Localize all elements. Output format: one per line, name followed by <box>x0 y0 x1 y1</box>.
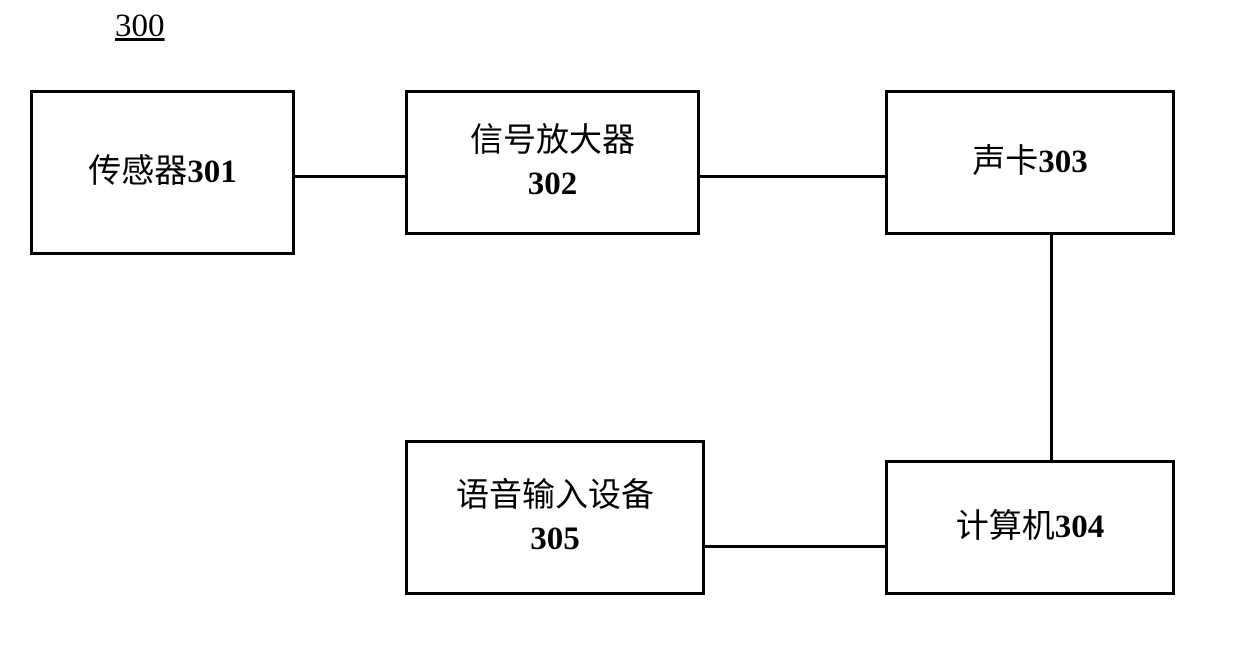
node-text: 传感器 <box>88 154 187 190</box>
edge-soundcard-computer <box>1050 235 1053 460</box>
edge-sensor-amplifier <box>295 175 405 178</box>
node-label-line2: 305 <box>530 518 580 561</box>
node-label: 声卡303 <box>972 141 1088 184</box>
node-number: 304 <box>1055 509 1105 545</box>
node-label: 计算机304 <box>956 506 1105 549</box>
node-sensor: 传感器301 <box>30 90 295 255</box>
edge-voice-computer <box>705 545 885 548</box>
node-label-line1: 语音输入设备 <box>456 475 654 518</box>
node-soundcard: 声卡303 <box>885 90 1175 235</box>
node-computer: 计算机304 <box>885 460 1175 595</box>
node-label-line2: 302 <box>528 163 578 206</box>
node-text: 声卡 <box>972 144 1038 180</box>
node-voice: 语音输入设备 305 <box>405 440 705 595</box>
node-label-line1: 信号放大器 <box>470 120 635 163</box>
node-number: 301 <box>187 154 237 190</box>
edge-amplifier-soundcard <box>700 175 885 178</box>
node-amplifier: 信号放大器 302 <box>405 90 700 235</box>
node-text: 计算机 <box>956 509 1055 545</box>
node-label: 传感器301 <box>88 151 237 194</box>
figure-label: 300 <box>115 8 165 45</box>
node-number: 303 <box>1038 144 1088 180</box>
